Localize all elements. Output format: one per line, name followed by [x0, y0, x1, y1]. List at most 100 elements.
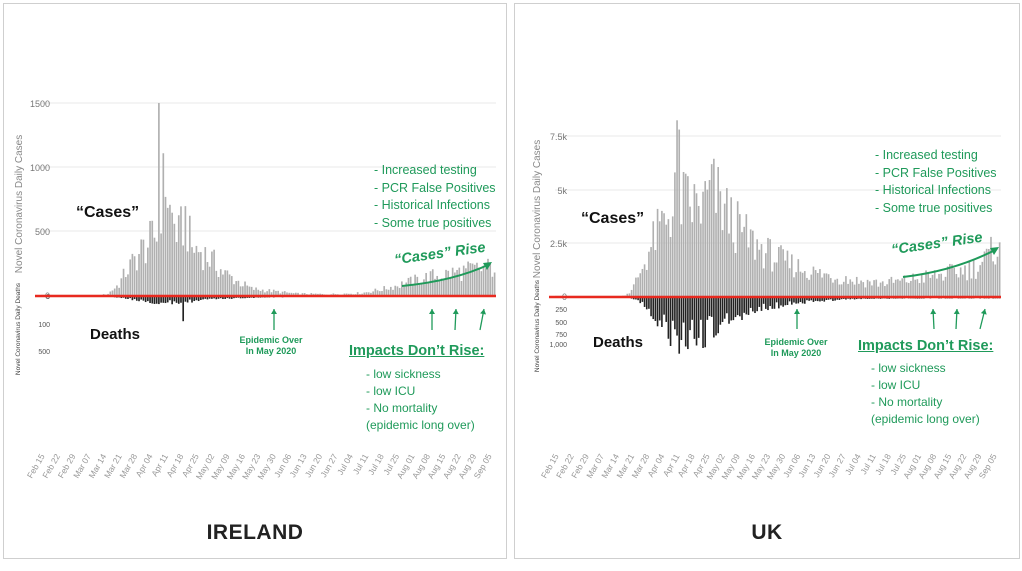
death-bar: [713, 298, 715, 338]
death-bar: [814, 298, 817, 301]
case-bar: [797, 259, 800, 297]
case-bar: [801, 272, 804, 297]
case-bar: [222, 274, 224, 296]
case-bar: [749, 229, 752, 297]
death-bar: [871, 298, 873, 299]
impacts-list: - low sickness - low ICU - No mortality …: [871, 360, 980, 428]
case-bar: [215, 270, 218, 296]
death-bar: [762, 298, 765, 304]
death-bar: [153, 297, 156, 304]
death-bar: [246, 297, 249, 298]
death-bar: [239, 297, 242, 299]
case-bar: [224, 270, 226, 296]
case-bar: [288, 292, 291, 296]
case-bar: [169, 204, 171, 296]
case-bar: [860, 280, 862, 297]
death-bar: [674, 298, 676, 330]
deaths-tick-label: 500: [555, 320, 567, 327]
case-bar: [940, 273, 943, 297]
arrow-head: [483, 262, 492, 270]
death-bar: [866, 298, 869, 299]
death-bar: [717, 298, 720, 334]
impacts-title: Impacts Don’t Rise:: [349, 343, 485, 359]
case-bar: [200, 252, 202, 296]
deaths-axis-label: Novel Coronavirus Daily Deaths: [534, 279, 541, 372]
case-bar: [160, 233, 162, 296]
deaths-tick-label: 250: [555, 307, 567, 314]
death-bar: [169, 297, 171, 301]
death-bar: [671, 298, 674, 321]
case-bar: [836, 278, 839, 297]
death-bar: [877, 298, 880, 299]
case-bar: [925, 270, 927, 297]
death-bar: [801, 298, 804, 304]
arrow-head: [271, 309, 277, 314]
death-bar: [810, 298, 813, 301]
death-bar: [784, 298, 787, 306]
case-bar: [676, 120, 678, 297]
case-bar: [823, 273, 826, 297]
case-bar: [626, 293, 629, 297]
case-bar: [771, 271, 774, 297]
death-bar: [180, 297, 182, 303]
y-tick-label: 2.5k: [550, 239, 568, 249]
case-bar: [892, 282, 895, 297]
case-bar: [992, 261, 994, 297]
death-bar: [888, 298, 891, 299]
case-bar: [812, 266, 815, 297]
case-bar: [246, 285, 249, 296]
y-tick-label: 5k: [557, 186, 567, 196]
case-bar: [365, 292, 368, 296]
case-bar: [773, 262, 776, 297]
reason-item: - Increased testing: [875, 148, 978, 162]
death-bar: [656, 298, 659, 327]
case-bar: [728, 233, 730, 297]
death-bar: [920, 298, 923, 299]
death-bar: [879, 298, 882, 299]
case-bar: [460, 280, 463, 296]
case-bar: [949, 263, 951, 297]
death-bar: [219, 297, 222, 299]
impact-item: - No mortality: [871, 395, 943, 409]
case-bar: [177, 215, 180, 296]
case-bar: [916, 279, 919, 297]
case-bar: [866, 279, 869, 297]
case-bar: [175, 242, 178, 296]
death-bar: [819, 298, 821, 302]
case-bar: [671, 216, 674, 297]
case-bar: [113, 288, 116, 296]
case-bar: [658, 221, 661, 297]
case-bar: [868, 281, 871, 297]
case-bar: [678, 129, 681, 297]
case-bar: [230, 276, 233, 296]
case-bar: [253, 289, 255, 296]
death-bar: [721, 298, 724, 322]
case-bar: [164, 196, 167, 296]
case-bar: [966, 280, 968, 297]
death-bar: [706, 298, 709, 320]
case-bar: [682, 171, 685, 297]
case-bar: [747, 247, 750, 297]
case-bar: [994, 264, 997, 297]
case-bar: [687, 176, 689, 297]
arrow-head: [452, 309, 459, 315]
death-bar: [138, 297, 140, 302]
case-bar: [788, 268, 791, 297]
death-bar: [749, 298, 752, 308]
case-bar: [769, 239, 771, 297]
case-bar: [401, 281, 403, 296]
death-bar: [723, 298, 726, 319]
case-bar: [942, 280, 945, 297]
case-bar: [912, 273, 914, 297]
case-bar: [111, 290, 114, 296]
death-bar: [235, 297, 238, 298]
death-bar: [697, 298, 700, 338]
death-bar: [124, 297, 127, 299]
death-bar: [191, 297, 193, 303]
death-bar: [682, 298, 685, 323]
case-bar: [806, 277, 808, 297]
case-bar: [661, 210, 663, 297]
death-bar: [858, 298, 860, 299]
death-bar: [226, 297, 229, 299]
death-bar: [158, 297, 160, 305]
